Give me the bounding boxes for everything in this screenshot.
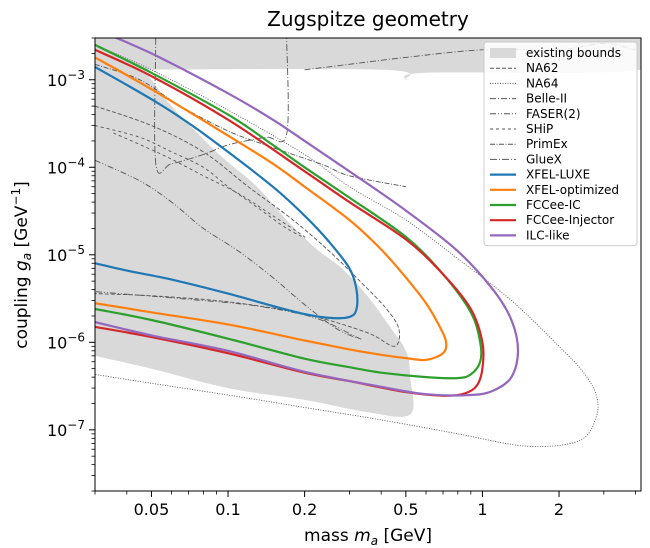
x-axis-title: mass ma [GeV] [304,526,432,548]
legend-label-faser-2: FASER(2) [526,107,581,121]
sensitivity-curves-layer [95,38,520,397]
x-axis: 0.05 0.1 0.2 0.5 1 2 [94,491,637,519]
existing-bounds-region-2 [95,69,414,417]
legend-label-fccee-ic: FCCee-IC [526,198,581,212]
xfel-optimized-curve [95,56,448,362]
y-axis-title: coupling ga [GeV−1] [9,181,34,349]
y-tick-label: 10−3 [47,68,85,90]
legend-label-na62: NA62 [526,61,558,75]
plot-area [95,38,641,447]
ilc-like-curve [95,38,520,397]
xfel-luxe-curve [95,65,359,320]
fccee-ic-curve [95,43,483,380]
legend-label-xfel-luxe: XFEL-LUXE [526,168,590,182]
legend-label-ilc-like: ILC-like [526,228,570,242]
faser-2-bound-line [95,159,362,340]
x-tick-label: 0.5 [393,500,418,519]
x-tick-label: 0.1 [215,500,240,519]
legend-box [483,41,638,247]
legend-label-primex: PrimEx [526,137,568,151]
plot-frame [94,37,642,492]
y-tick-label: 10−4 [47,155,85,177]
legend-label-ship: SHiP [526,122,553,136]
x-tick-label: 1 [477,500,487,519]
y-tick-label: 10−7 [47,418,85,440]
legend-swatch-existing-bounds [490,48,516,58]
legend-label-fccee-injector: FCCee-Injector [526,213,614,227]
legend-label-existing-bounds: existing bounds [526,46,621,60]
x-tick-label: 2 [554,500,564,519]
legend-label-xfel-optimized: XFEL-optimized [526,183,619,197]
na62-bound-line [95,105,401,347]
y-axis: 10−3 10−4 10−5 10−6 10−7 [47,37,95,492]
legend-label-belle-ii: Belle-II [526,92,567,106]
legend-label-gluex: GlueX [526,152,562,166]
chart-title: Zugspitze geometry [267,7,469,31]
y-tick-label: 10−6 [47,330,85,352]
x-tick-label: 0.2 [292,500,317,519]
x-tick-label: 0.05 [134,500,170,519]
gluex-bound-line [154,38,289,174]
y-tick-label: 10−5 [47,243,85,265]
legend-label-na64: NA64 [526,76,558,90]
